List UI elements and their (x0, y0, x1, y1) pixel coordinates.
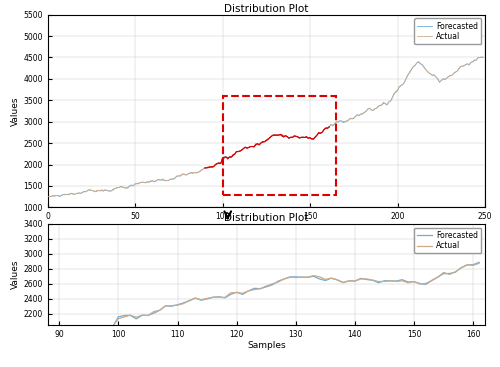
Actual (116, 316, 121, 321)
Actual (347, 116, 353, 120)
Actual (56, 333, 62, 337)
Forecasted (204, 297, 210, 301)
Forecasted (464, 62, 470, 66)
Bar (222, 96, 336, 195)
Actual (157, 308, 163, 312)
Forecasted (328, 276, 334, 280)
Actual (44, 195, 51, 199)
Actual (221, 156, 227, 160)
Actual (226, 155, 232, 159)
Forecasted (226, 155, 232, 159)
Actual (464, 62, 470, 66)
Forecasted (122, 313, 128, 318)
Actual (198, 298, 204, 302)
Forecasted (162, 304, 168, 308)
Forecasted (118, 184, 124, 188)
Actual (480, 55, 486, 60)
Title: Distribution Plot: Distribution Plot (224, 213, 308, 223)
Actual (478, 55, 484, 59)
Legend: Forecasted, Actual: Forecasted, Actual (414, 18, 481, 44)
Forecasted (46, 195, 52, 199)
Actual (322, 277, 328, 281)
Y-axis label: Values: Values (12, 259, 20, 289)
Line: Forecasted: Forecasted (48, 57, 483, 197)
Forecasted (478, 55, 484, 59)
Forecasted (56, 332, 62, 336)
Forecasted (221, 155, 227, 159)
Forecasted (298, 275, 304, 279)
Y-axis label: Values: Values (12, 96, 20, 126)
Actual (46, 195, 52, 199)
Forecasted (476, 260, 482, 265)
Line: Forecasted: Forecasted (60, 262, 479, 334)
Legend: Forecasted, Actual: Forecasted, Actual (414, 228, 481, 253)
X-axis label: Samples: Samples (247, 341, 286, 350)
Line: Actual: Actual (48, 57, 483, 197)
Forecasted (44, 195, 51, 199)
Actual (298, 135, 304, 140)
Forecasted (480, 55, 486, 59)
Title: Distribution Plot: Distribution Plot (224, 4, 308, 14)
Actual (476, 261, 482, 265)
Actual (118, 185, 124, 189)
Forecasted (347, 116, 353, 121)
X-axis label: Samples: Samples (247, 224, 286, 233)
Forecasted (62, 332, 68, 337)
Forecasted (298, 135, 304, 139)
Forecasted (346, 279, 352, 283)
Actual (293, 275, 299, 280)
Actual (340, 280, 346, 285)
Line: Actual: Actual (60, 263, 479, 335)
